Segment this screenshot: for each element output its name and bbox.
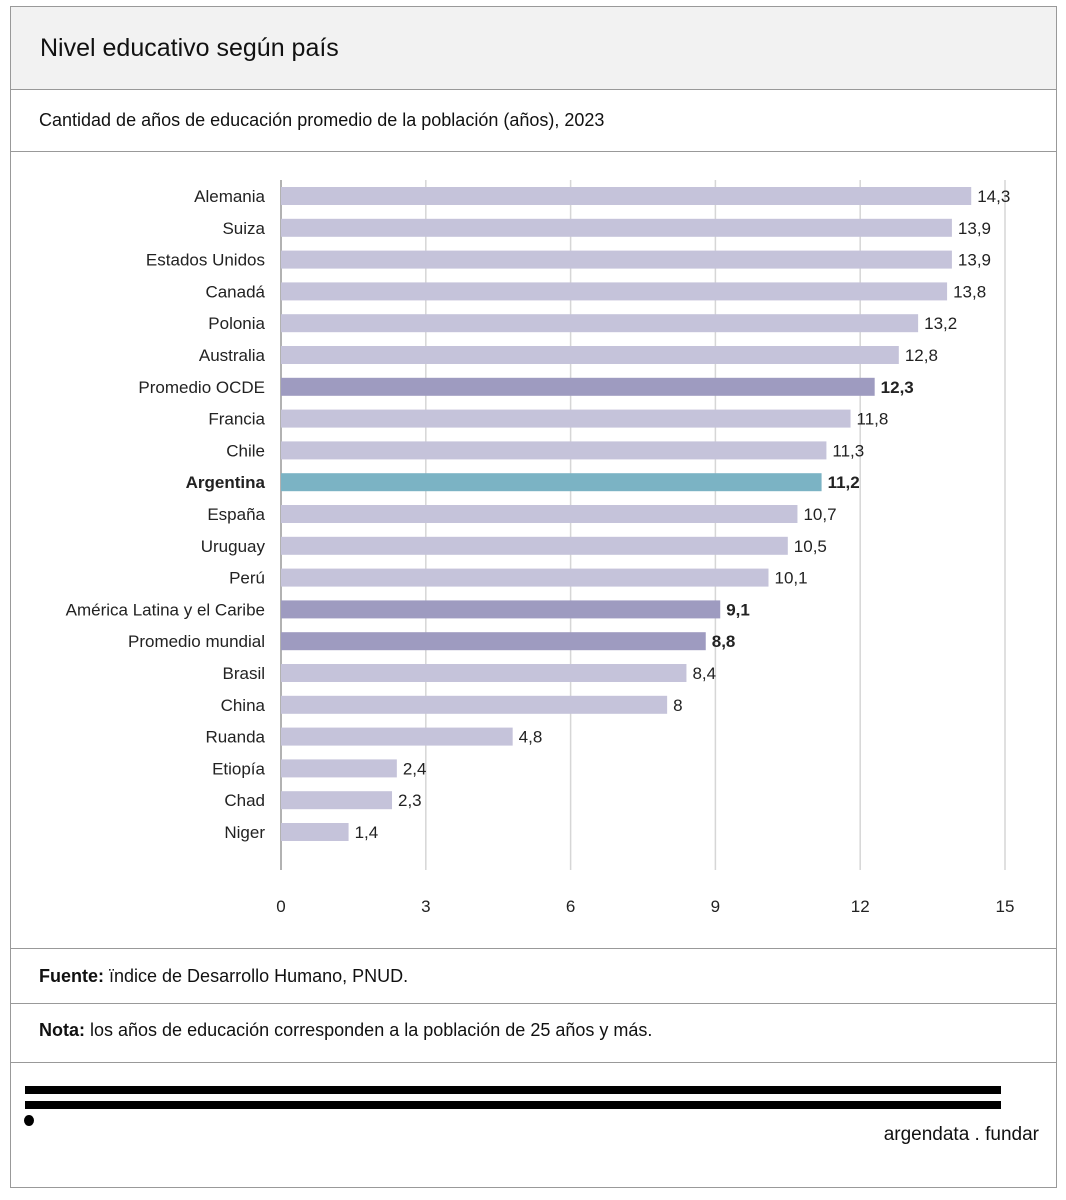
category-label: América Latina y el Caribe [66, 600, 265, 619]
bar [281, 441, 827, 460]
x-tick-label: 12 [851, 897, 870, 916]
value-label: 13,9 [958, 219, 991, 238]
bar [281, 377, 875, 396]
value-label: 10,1 [774, 569, 807, 588]
category-label: Etiopía [212, 759, 265, 778]
category-label: Chad [224, 791, 265, 810]
note-value: los años de educación corresponden a la … [85, 1020, 653, 1040]
category-label: Francia [208, 410, 265, 429]
bar [281, 218, 952, 237]
value-label: 14,3 [977, 187, 1010, 206]
value-label: 10,7 [803, 505, 836, 524]
category-label: Ruanda [205, 728, 265, 747]
note-text: Nota: los años de educación corresponden… [39, 1020, 652, 1041]
bar [281, 695, 668, 714]
value-label: 13,9 [958, 251, 991, 270]
bar [281, 314, 919, 333]
value-label: 13,8 [953, 282, 986, 301]
category-label: Polonia [208, 314, 265, 333]
value-label: 10,5 [794, 537, 827, 556]
bar [281, 823, 349, 841]
category-label: Uruguay [201, 537, 266, 556]
value-label: 8,8 [712, 632, 736, 651]
title-band: Nivel educativo según país [11, 7, 1056, 90]
bar [281, 632, 706, 651]
category-label: Alemania [194, 187, 265, 206]
value-label: 4,8 [519, 728, 543, 747]
x-tick-label: 6 [566, 897, 575, 916]
value-label: 11,2 [828, 473, 860, 492]
bar [281, 727, 513, 746]
value-label: 2,4 [403, 759, 427, 778]
bar [281, 664, 687, 682]
category-label: Canadá [205, 282, 265, 301]
chart-card: Nivel educativo según país Cantidad de a… [10, 6, 1057, 1188]
category-label: Estados Unidos [146, 251, 265, 270]
bar [281, 505, 798, 523]
bar [281, 791, 393, 810]
bar [281, 568, 769, 587]
bar [281, 282, 948, 301]
note-band: Nota: los años de educación corresponden… [11, 1004, 1056, 1063]
x-tick-label: 15 [996, 897, 1015, 916]
x-tick-label: 9 [711, 897, 720, 916]
bar-chart: 0 3 6 9 12 15 Alemania 14,3 Suiza 13,9 Estados Uni… [66, 180, 1015, 916]
source-label: Fuente: [39, 966, 104, 986]
category-label: China [221, 696, 266, 715]
category-label: España [207, 505, 265, 524]
value-label: 13,2 [924, 314, 957, 333]
value-label: 12,3 [881, 378, 914, 397]
bar [281, 600, 721, 619]
category-label: Perú [229, 569, 265, 588]
brand-logo-text: argendata . fundar [883, 1124, 1039, 1145]
bar [281, 759, 397, 778]
bar [281, 346, 899, 364]
category-label: Promedio mundial [128, 632, 265, 651]
value-label: 11,8 [857, 410, 889, 429]
value-label: 11,3 [832, 441, 864, 460]
value-label: 2,3 [398, 791, 422, 810]
category-label: Australia [199, 346, 266, 365]
bar [281, 250, 952, 269]
source-band: Fuente: ïndice de Desarrollo Humano, PNU… [11, 949, 1056, 1004]
bar [281, 536, 788, 555]
category-label: Chile [226, 441, 265, 460]
source-text: Fuente: ïndice de Desarrollo Humano, PNU… [39, 966, 408, 987]
source-value: ïndice de Desarrollo Humano, PNUD. [104, 966, 409, 986]
x-tick-label: 0 [276, 897, 285, 916]
category-label: Brasil [222, 664, 265, 683]
chart-subtitle: Cantidad de años de educación promedio d… [39, 110, 605, 130]
bar [281, 473, 822, 492]
category-label: Niger [224, 823, 265, 842]
x-tick-label: 3 [421, 897, 430, 916]
category-label: Promedio OCDE [138, 378, 265, 397]
category-label: Argentina [186, 473, 266, 492]
logo-bar [25, 1101, 1001, 1109]
bar [281, 187, 972, 205]
value-label: 12,8 [905, 346, 938, 365]
chart-title: Nivel educativo según país [40, 34, 339, 62]
chart-area [11, 152, 1056, 949]
category-label: Suiza [222, 219, 265, 238]
logo-bar [25, 1086, 1001, 1094]
subtitle-band: Cantidad de años de educación promedio d… [11, 90, 1056, 152]
value-label: 1,4 [355, 823, 379, 842]
value-label: 8,4 [692, 664, 716, 683]
value-label: 9,1 [726, 600, 750, 619]
note-label: Nota: [39, 1020, 85, 1040]
bar [281, 409, 851, 428]
logo-dot [24, 1115, 34, 1126]
value-label: 8 [673, 696, 682, 715]
